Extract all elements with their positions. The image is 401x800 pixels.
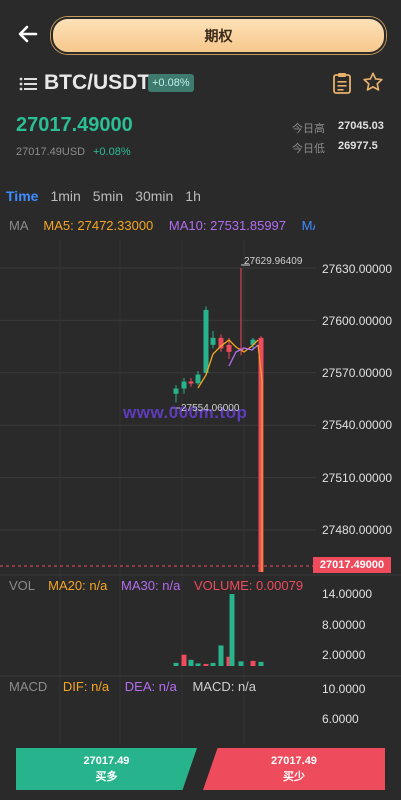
- sell-label: 买少: [283, 771, 305, 783]
- buy-long-button[interactable]: 27017.49 买多: [16, 748, 197, 790]
- price-axis-label: 27480.00000: [322, 523, 393, 537]
- buy-label: 买多: [95, 771, 118, 783]
- candle-body: [173, 388, 179, 394]
- tab-5min[interactable]: 5min: [92, 188, 124, 204]
- tab-30min[interactable]: 30min: [135, 188, 174, 204]
- price-axis-label: 27630.00000: [322, 262, 393, 276]
- watermark: www.000m.top: [123, 403, 248, 422]
- list-menu-icon[interactable]: [19, 76, 37, 92]
- ma5-line: [197, 339, 259, 389]
- max-label: 27629.96409: [244, 256, 303, 267]
- volume-bar: [229, 594, 235, 666]
- candle-body: [181, 381, 187, 389]
- last-price: 27017.49000: [16, 114, 133, 136]
- macd-dif: DIF: n/a: [62, 679, 110, 694]
- change-badge: +0.08%: [148, 74, 194, 92]
- price-change: +0.08%: [93, 146, 131, 158]
- ma-indicator-row: MA MA5: 27472.33000 MA10: 27531.85997 MA: [9, 218, 315, 233]
- current-price-tag: 27017.49000: [313, 557, 391, 573]
- volume-axis-label: 8.00000: [322, 618, 366, 632]
- ma-more: MA: [301, 218, 315, 233]
- vol-label: VOL: [9, 578, 35, 593]
- options-title-button[interactable]: 期权: [51, 17, 386, 54]
- price-axis-label: 27570.00000: [322, 366, 393, 380]
- tab-time[interactable]: Time: [6, 188, 39, 204]
- tab-1h[interactable]: 1h: [185, 188, 201, 204]
- min-label: 27554.06000: [181, 403, 240, 414]
- macd-axis-label: 10.0000: [322, 682, 366, 696]
- buy-price: 27017.49: [83, 755, 130, 767]
- volume-value: VOLUME: 0.00079: [193, 578, 304, 593]
- volume-bar: [226, 656, 232, 666]
- low-label: 今日低: [292, 143, 325, 155]
- kline-chart[interactable]: [0, 240, 401, 748]
- star-favorite-icon[interactable]: [362, 71, 384, 93]
- macd-value: MACD: n/a: [192, 679, 257, 694]
- macd-axis-label: 6.0000: [322, 712, 359, 726]
- price-drop-line: [257, 344, 263, 572]
- candle-body: [250, 339, 256, 345]
- price-axis-label: 27510.00000: [322, 471, 393, 485]
- volume-bar: [173, 662, 179, 666]
- candle-body: [203, 309, 209, 373]
- high-value: 27045.03: [338, 120, 384, 132]
- volume-bar: [188, 659, 194, 666]
- candle-body: [218, 337, 224, 349]
- volume-bar: [258, 661, 264, 666]
- low-value: 26977.5: [338, 140, 378, 152]
- price-usd: 27017.49USD: [16, 146, 86, 158]
- vol-ma30: MA30: n/a: [121, 578, 181, 593]
- sell-short-button[interactable]: 27017.49 买少: [203, 748, 385, 790]
- volume-bar: [203, 663, 209, 666]
- vol-indicator-row: VOL MA20: n/a MA30: n/a VOLUME: 0.00079: [9, 578, 303, 593]
- volume-bar: [195, 663, 201, 666]
- candle-body: [188, 381, 194, 384]
- volume-bar: [250, 660, 256, 666]
- clipboard-icon[interactable]: [332, 72, 352, 94]
- ma10-line: [228, 344, 259, 367]
- back-arrow-icon[interactable]: [16, 22, 40, 46]
- tab-1min[interactable]: 1min: [50, 188, 81, 204]
- price-axis-label: 27600.00000: [322, 314, 393, 328]
- volume-bar: [181, 654, 187, 666]
- high-label: 今日高: [292, 123, 325, 135]
- volume-axis-label: 2.00000: [322, 648, 366, 662]
- timeframe-tabs: Time 1min 5min 30min 1h: [6, 188, 201, 204]
- macd-dea: DEA: n/a: [124, 679, 177, 694]
- ma10-value: MA10: 27531.85997: [168, 218, 287, 233]
- candle-body: [210, 337, 216, 345]
- volume-bar: [238, 661, 244, 666]
- candle-body: [226, 344, 232, 352]
- trading-pair[interactable]: BTC/USDT: [44, 71, 151, 94]
- ma-label: MA: [9, 218, 28, 233]
- volume-bar: [218, 645, 224, 666]
- macd-label: MACD: [9, 679, 48, 694]
- candle-body: [258, 337, 264, 572]
- price-axis-label: 27540.00000: [322, 418, 393, 432]
- vol-ma20: MA20: n/a: [48, 578, 108, 593]
- volume-bar: [210, 662, 216, 666]
- candle-body: [195, 374, 201, 384]
- ma5-value: MA5: 27472.33000: [43, 218, 154, 233]
- sell-price: 27017.49: [271, 755, 317, 767]
- macd-indicator-row: MACD DIF: n/a DEA: n/a MACD: n/a: [9, 679, 256, 694]
- volume-axis-label: 14.00000: [322, 587, 373, 601]
